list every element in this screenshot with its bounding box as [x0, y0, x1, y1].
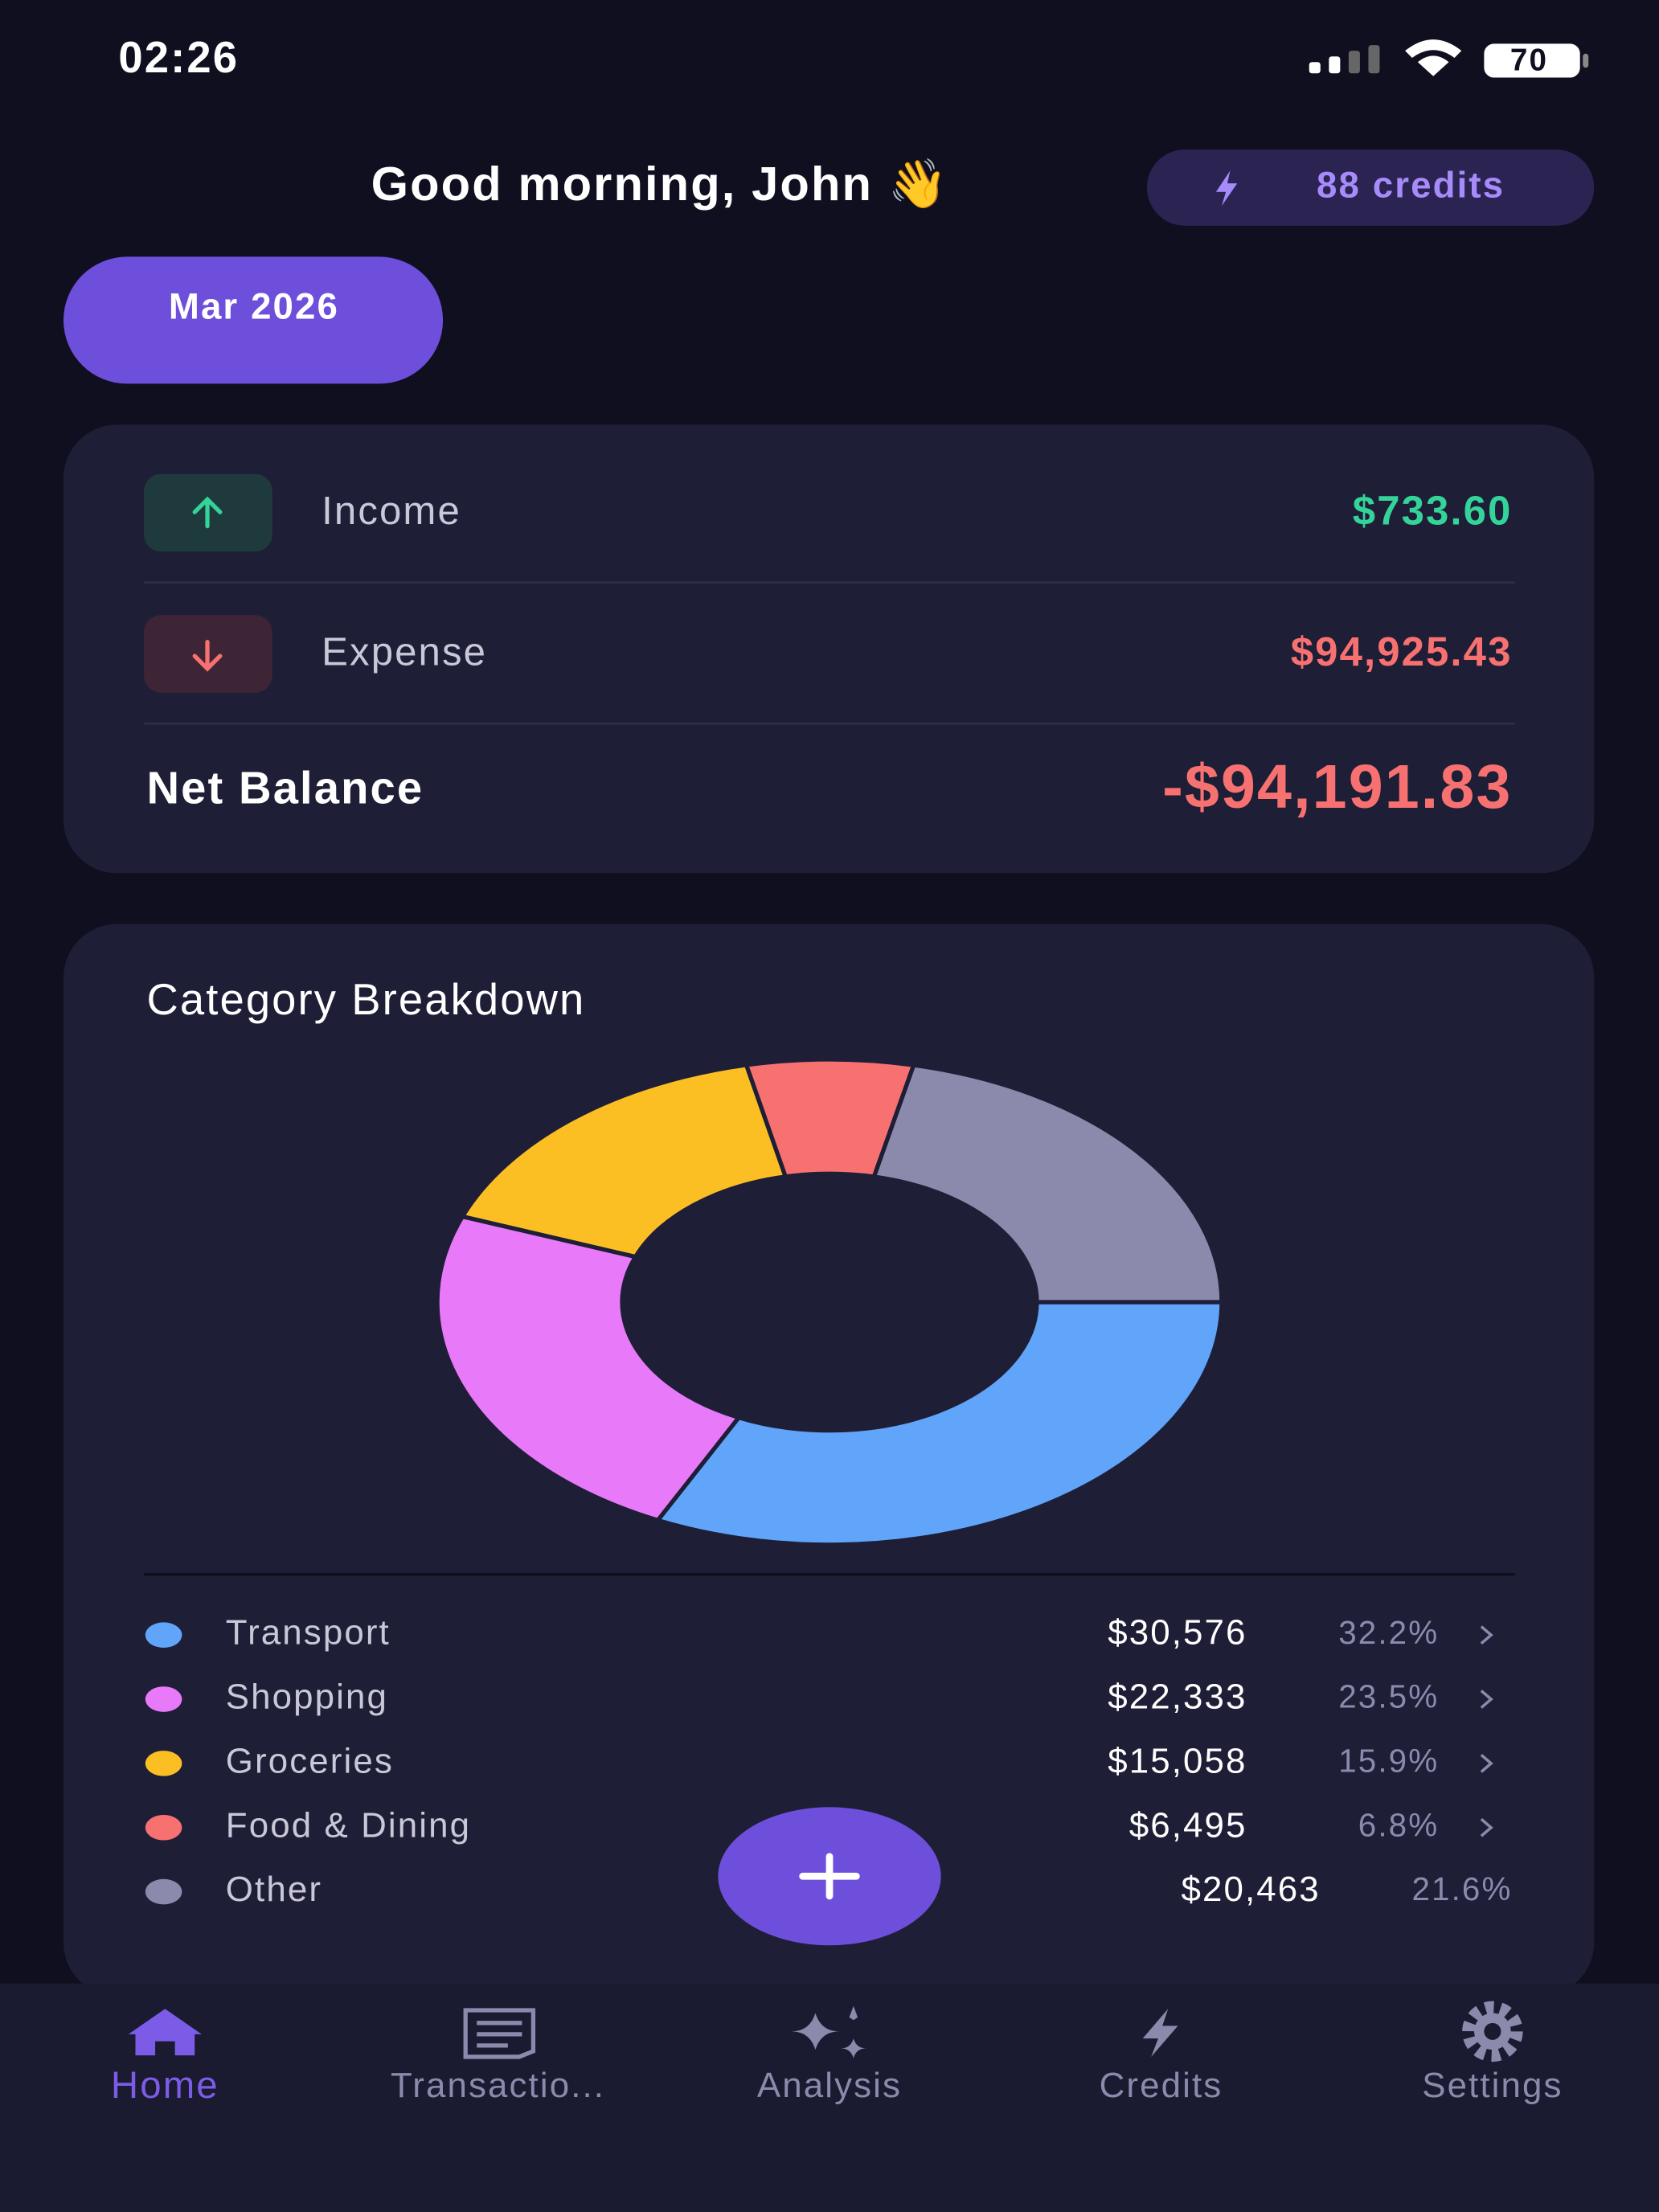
chevron[interactable]	[1480, 1754, 1493, 1773]
month-pill[interactable]	[63, 256, 444, 384]
nav-label[interactable]: Home	[111, 2064, 219, 2107]
legend-amount: $30,576	[1108, 1613, 1247, 1653]
greeting: Good morning, John 👋	[371, 157, 950, 212]
credits-pill[interactable]	[1146, 150, 1595, 226]
nav-bar	[0, 1983, 1659, 2212]
nav-label[interactable]: Settings	[1422, 2066, 1563, 2105]
legend-amount: $6,495	[1129, 1805, 1247, 1845]
income-label: Income	[322, 490, 461, 533]
legend-share: 23.5%	[1338, 1678, 1439, 1715]
donut-slice	[435, 1214, 743, 1523]
chevron[interactable]	[1480, 1817, 1493, 1837]
nav-label[interactable]: Credits	[1100, 2066, 1223, 2105]
signal-icon	[1309, 45, 1380, 74]
transactions-icon	[463, 2008, 536, 2059]
nav-items: Home Transactio... Analysis Credits Settings	[111, 2064, 1563, 2107]
chevron[interactable]	[1480, 1625, 1493, 1645]
battery-tip	[1583, 53, 1589, 68]
legend-category[interactable]: Shopping	[226, 1677, 388, 1717]
summary-card	[63, 424, 1595, 874]
month-label[interactable]: Mar 2026	[169, 285, 339, 326]
legend: Transport $30,576 32.2% Shopping $22,333 23.5…	[145, 1613, 1513, 1909]
legend-category[interactable]: Food & Dining	[226, 1805, 471, 1845]
credits-label[interactable]: 88 credits	[1317, 164, 1505, 205]
donut-slice	[459, 1063, 789, 1260]
legend-category[interactable]: Transport	[226, 1613, 391, 1653]
net-label: Net Balance	[147, 762, 424, 813]
income-amount: $733.60	[1353, 487, 1513, 533]
battery-level: 70	[1510, 43, 1548, 77]
expense-arrow	[192, 639, 223, 672]
donut-slice	[653, 1300, 1224, 1547]
legend-dot	[145, 1622, 182, 1648]
nav-label[interactable]: Transactio...	[391, 2066, 605, 2105]
chevron[interactable]	[1480, 1690, 1493, 1709]
net-amount: -$94,191.83	[1162, 752, 1512, 821]
donut-chart	[435, 1057, 1224, 1547]
bolt-icon	[1215, 170, 1238, 207]
legend-dot	[145, 1751, 182, 1776]
legend-category[interactable]: Groceries	[226, 1741, 394, 1780]
legend-dot	[145, 1686, 182, 1712]
legend-share: 32.2%	[1338, 1614, 1439, 1651]
legend-dot	[145, 1878, 182, 1905]
status-time: 02:26	[118, 33, 239, 82]
nav-label[interactable]: Analysis	[757, 2066, 902, 2105]
add-icon	[799, 1853, 860, 1900]
chart-title: Category Breakdown	[147, 975, 586, 1024]
legend-share: 21.6%	[1412, 1870, 1513, 1907]
expense-amount: $94,925.43	[1291, 629, 1513, 674]
income-arrow	[192, 496, 223, 529]
legend-dot	[145, 1814, 182, 1841]
analysis-icon	[791, 2005, 866, 2058]
battery-icon	[1484, 43, 1580, 78]
legend-share: 15.9%	[1338, 1743, 1439, 1780]
legend-amount: $15,058	[1108, 1741, 1247, 1780]
home-icon	[128, 2009, 202, 2056]
settings-icon	[1462, 2001, 1523, 2062]
legend-category[interactable]: Other	[226, 1870, 322, 1909]
wifi-icon	[1405, 39, 1462, 76]
credits-icon	[1142, 2009, 1178, 2057]
donut-slice	[870, 1063, 1224, 1305]
expense-label: Expense	[322, 630, 487, 674]
legend-amount: $22,333	[1108, 1677, 1247, 1717]
legend-share: 6.8%	[1358, 1806, 1439, 1843]
legend-amount: $20,463	[1181, 1870, 1320, 1909]
